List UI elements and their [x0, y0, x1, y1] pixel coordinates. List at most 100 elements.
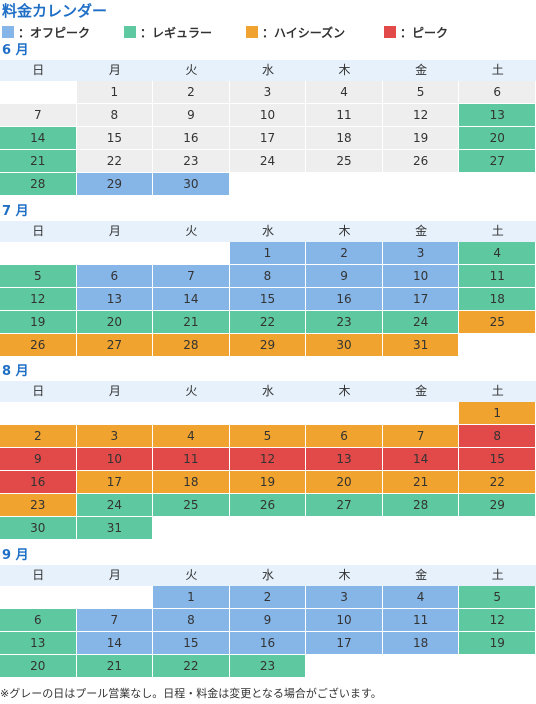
calendar-day: 18	[153, 471, 230, 494]
calendar-empty-cell	[153, 517, 230, 540]
legend-swatch-offpeak	[2, 26, 14, 38]
month-title: 7 月	[2, 204, 29, 219]
calendar-day: 26	[229, 494, 307, 517]
weekday-label: 月	[108, 568, 121, 582]
calendar-empty-cell	[153, 242, 230, 265]
calendar-day: 21	[382, 471, 460, 494]
calendar-day: 31	[76, 517, 154, 540]
calendar-empty-cell	[459, 655, 536, 678]
calendar-day: 25	[153, 494, 230, 517]
legend: ：オフピーク ：レギュラー ：ハイシーズン ：ピーク	[0, 22, 536, 42]
legend-label-offpeak: ：オフピーク	[18, 25, 91, 40]
calendar-day: 6	[0, 609, 77, 632]
calendar-empty-cell	[229, 517, 307, 540]
calendar-day: 22	[76, 150, 154, 173]
calendar-day: 19	[0, 311, 77, 334]
calendar-empty-cell	[382, 655, 460, 678]
calendar-day: 21	[0, 150, 77, 173]
calendar-day: 10	[382, 265, 460, 288]
calendar-day: 17	[382, 288, 460, 311]
legend-swatch-peak	[384, 26, 396, 38]
weekday-label: 月	[108, 384, 121, 398]
calendar-day: 23	[306, 311, 383, 334]
weekday-label: 火	[185, 568, 198, 582]
calendar-day: 2	[0, 425, 77, 448]
calendar-day: 8	[76, 104, 154, 127]
calendar-day: 11	[306, 104, 383, 127]
calendar-empty-cell	[382, 402, 460, 425]
legend-label-high-season: ：ハイシーズン	[262, 25, 346, 40]
calendar-day: 29	[76, 173, 154, 196]
calendar-day: 24	[76, 494, 154, 517]
calendar-day: 16	[306, 288, 383, 311]
calendar-day: 2	[229, 586, 307, 609]
calendar-day: 13	[0, 632, 77, 655]
calendar-day: 15	[76, 127, 154, 150]
weekday-label: 火	[185, 224, 198, 238]
calendar-day: 22	[229, 311, 307, 334]
legend-item-offpeak: ：オフピーク	[2, 22, 90, 42]
weekday-label: 水	[261, 568, 274, 582]
calendar-day: 6	[76, 265, 154, 288]
calendar-day: 8	[153, 609, 230, 632]
calendar-day: 11	[153, 448, 230, 471]
calendar-day: 11	[459, 265, 536, 288]
calendar-day: 12	[382, 104, 460, 127]
weekday-header: 日月火水木金土	[0, 60, 536, 81]
calendar-day: 28	[153, 334, 230, 357]
calendar-empty-cell	[76, 242, 154, 265]
weekday-label: 火	[185, 384, 198, 398]
calendar-empty-cell	[459, 334, 536, 357]
calendar-day: 9	[306, 265, 383, 288]
calendar-day: 24	[382, 311, 460, 334]
calendar-day: 7	[382, 425, 460, 448]
calendar-day: 23	[229, 655, 307, 678]
legend-item-high-season: ：ハイシーズン	[246, 22, 345, 42]
footnote: ※グレーの日はプール営業なし。日程・料金は変更となる場合がございます。	[0, 687, 382, 700]
calendar-day: 27	[306, 494, 383, 517]
calendar-day: 13	[306, 448, 383, 471]
calendar-empty-cell	[76, 402, 154, 425]
page-title: 料金カレンダー	[2, 2, 108, 20]
weekday-label: 水	[261, 384, 274, 398]
calendar-day: 1	[153, 586, 230, 609]
calendar-day: 5	[382, 81, 460, 104]
calendar-day: 19	[229, 471, 307, 494]
calendar-day: 22	[153, 655, 230, 678]
legend-swatch-high-season	[246, 26, 258, 38]
calendar-day: 14	[382, 448, 460, 471]
weekday-label: 木	[338, 63, 351, 77]
legend-item-regular: ：レギュラー	[124, 22, 212, 42]
month-title: 9 月	[2, 548, 29, 563]
calendar-day: 29	[229, 334, 307, 357]
calendar-day: 27	[76, 334, 154, 357]
calendar-day: 20	[459, 127, 536, 150]
calendar-day: 5	[229, 425, 307, 448]
calendar-empty-cell	[306, 517, 383, 540]
calendar-day: 16	[0, 471, 77, 494]
calendar-empty-cell	[459, 173, 536, 196]
calendar-day: 29	[459, 494, 536, 517]
calendar-day: 20	[0, 655, 77, 678]
calendar-day: 9	[153, 104, 230, 127]
calendar-day: 15	[153, 632, 230, 655]
weekday-label: 水	[261, 63, 274, 77]
calendar-day: 18	[459, 288, 536, 311]
weekday-label: 土	[491, 224, 504, 238]
calendar-day: 19	[459, 632, 536, 655]
weekday-label: 土	[491, 63, 504, 77]
calendar-day: 13	[76, 288, 154, 311]
calendar-day: 6	[459, 81, 536, 104]
calendar-day: 1	[459, 402, 536, 425]
calendar-day: 26	[0, 334, 77, 357]
weekday-label: 日	[32, 63, 45, 77]
calendar-day: 11	[382, 609, 460, 632]
weekday-header: 日月火水木金土	[0, 565, 536, 586]
calendar-day: 2	[153, 81, 230, 104]
calendar-day: 20	[306, 471, 383, 494]
legend-swatch-regular	[124, 26, 136, 38]
weekday-label: 日	[32, 384, 45, 398]
weekday-label: 金	[415, 384, 428, 398]
calendar-day: 23	[153, 150, 230, 173]
calendar-empty-cell	[306, 402, 383, 425]
